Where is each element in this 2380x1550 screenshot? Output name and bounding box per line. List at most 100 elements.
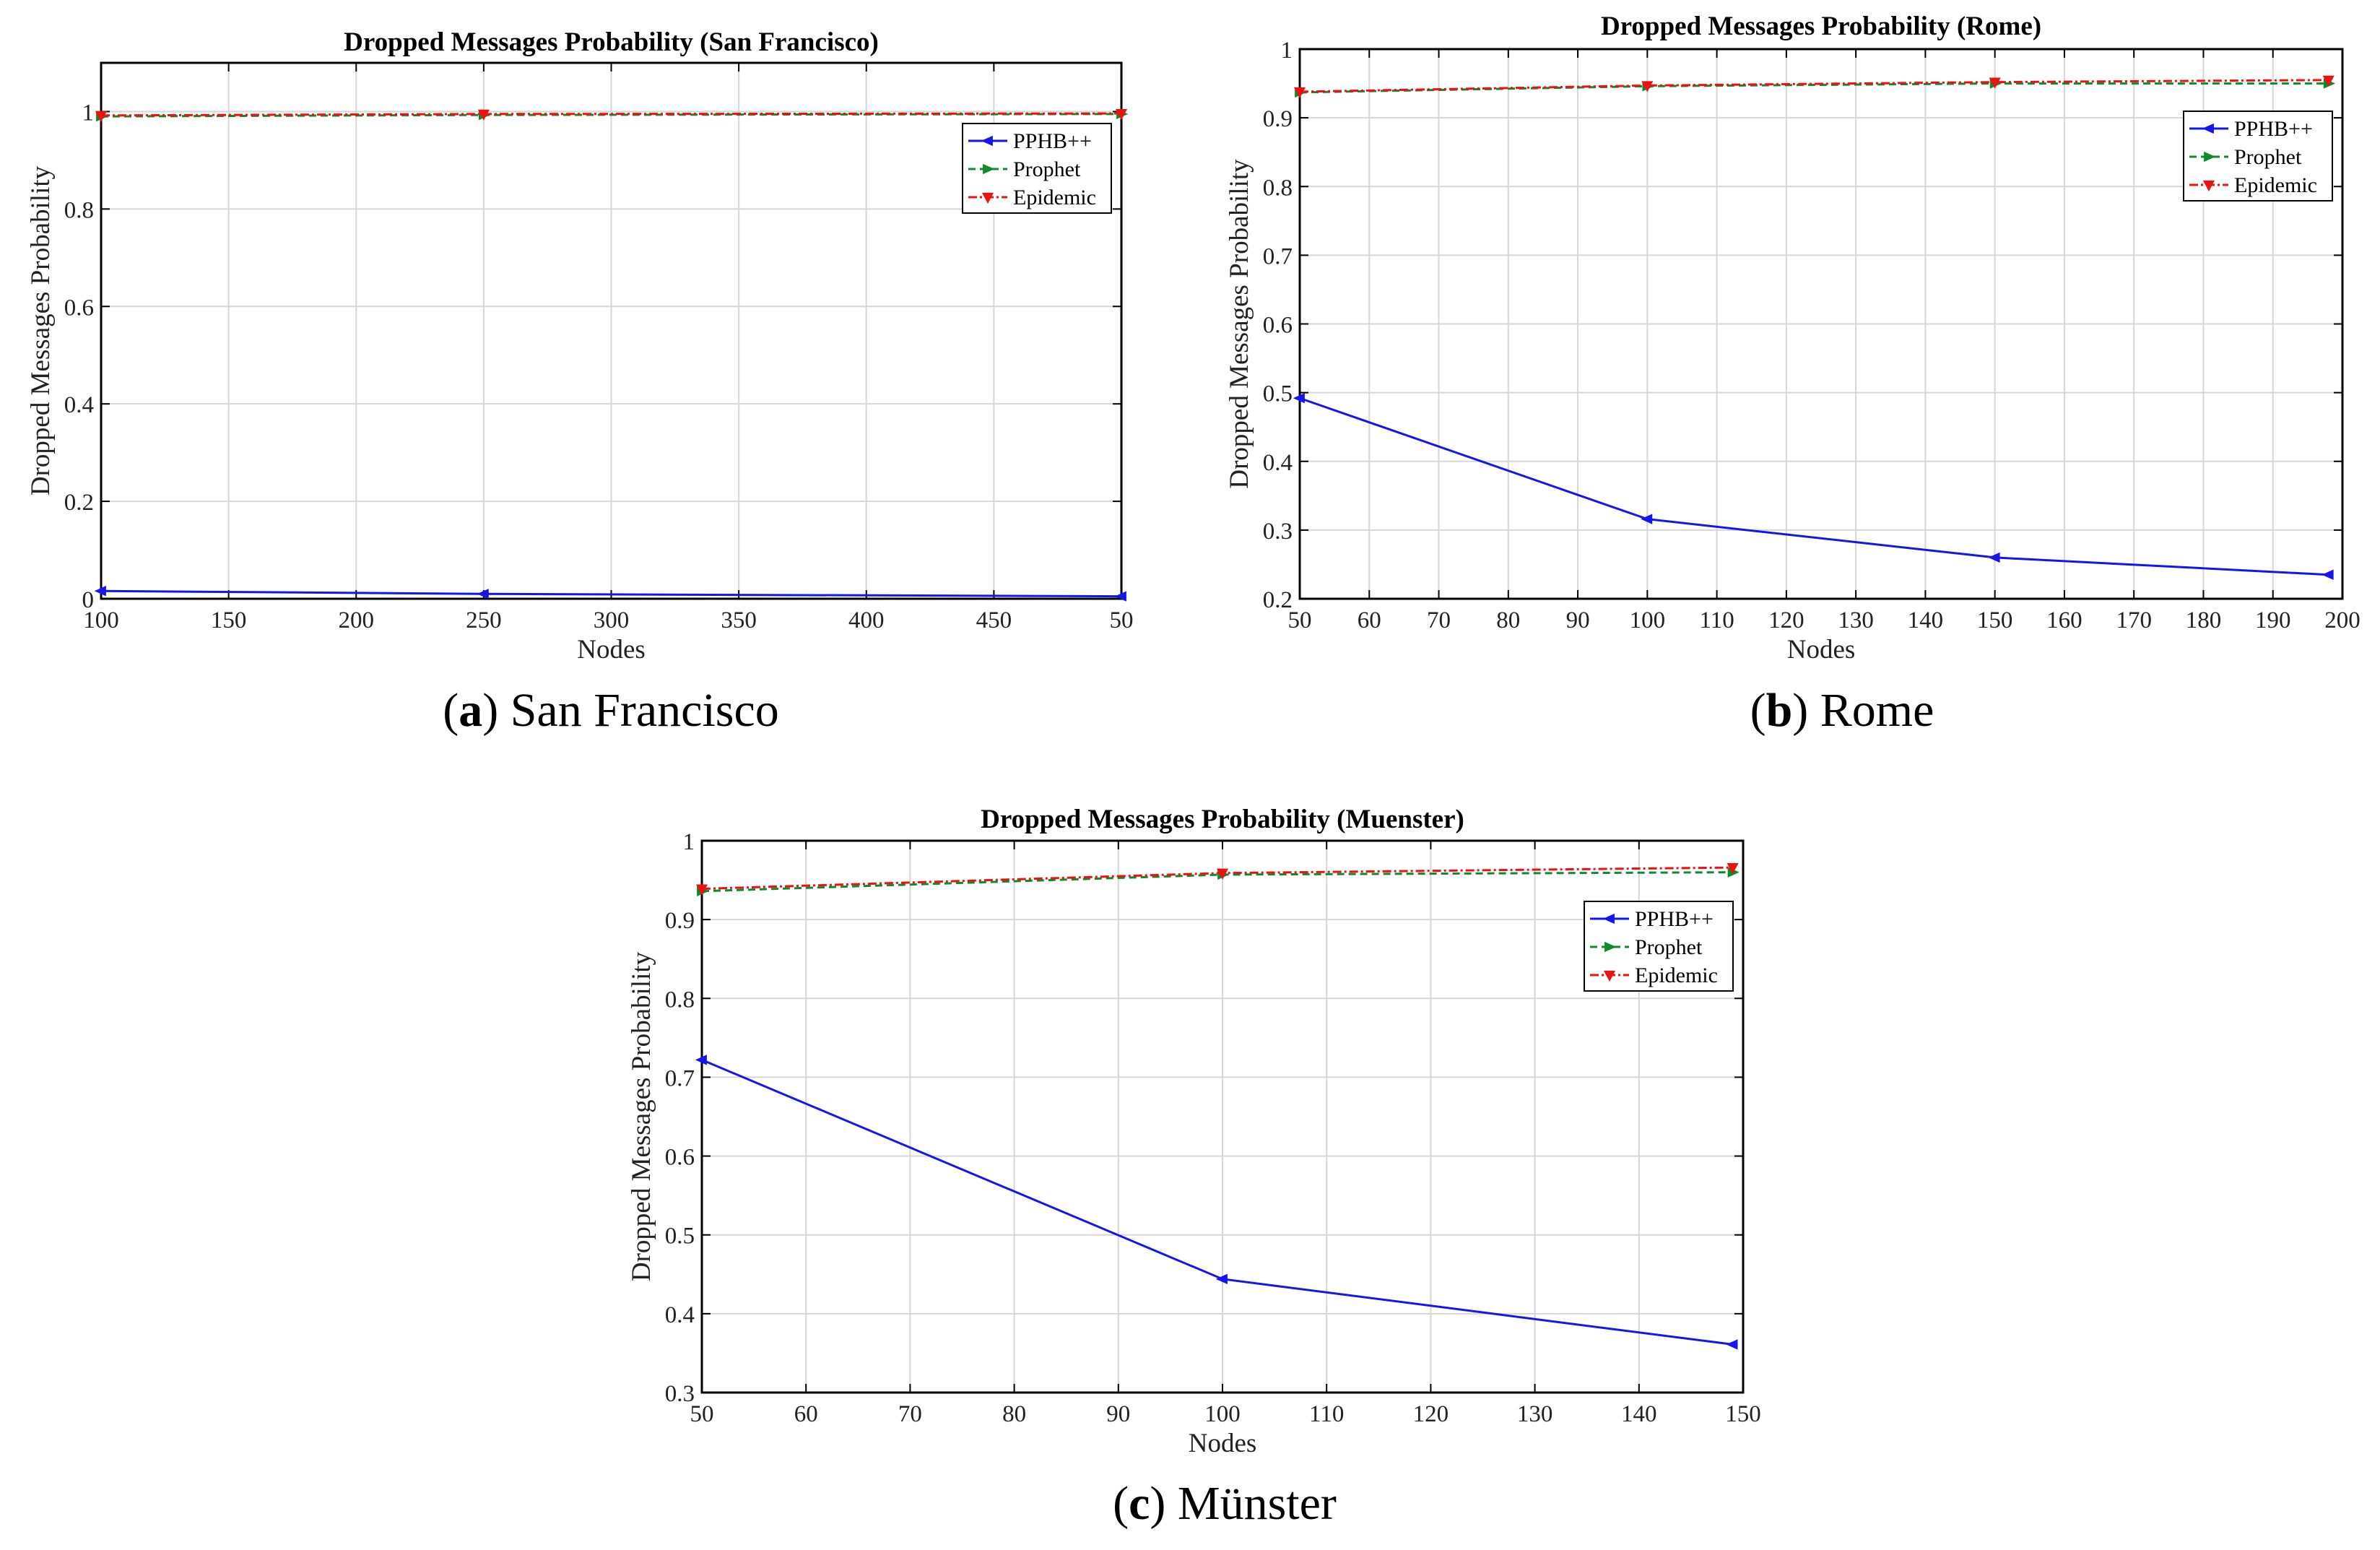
x-tick-label: 50 xyxy=(1110,607,1134,633)
y-tick-label: 0.7 xyxy=(665,1065,695,1091)
data-point xyxy=(1727,863,1739,875)
x-tick-label: 350 xyxy=(721,607,757,633)
data-point xyxy=(94,586,106,597)
y-tick-label: 0.9 xyxy=(665,908,695,934)
x-tick-label: 160 xyxy=(2046,607,2082,633)
y-tick-label: 1 xyxy=(683,829,695,855)
legend-label: PPHB++ xyxy=(1013,129,1092,153)
legend-marker xyxy=(2202,180,2215,192)
x-axis-label: Nodes xyxy=(577,635,646,664)
y-tick-label: 0.4 xyxy=(665,1302,695,1328)
legend-label: Epidemic xyxy=(1013,186,1096,209)
data-point xyxy=(1988,552,2000,563)
y-axis-label: Dropped Messages Probability xyxy=(1225,159,1254,489)
y-tick-label: 0.8 xyxy=(665,987,695,1013)
y-tick-label: 1 xyxy=(1281,38,1293,64)
series-line xyxy=(1299,397,2329,576)
legend-marker xyxy=(1604,941,1617,953)
x-tick-label: 60 xyxy=(1358,607,1381,633)
legend: PPHB++ Prophet Epidemic xyxy=(962,123,1112,214)
x-tick-label: 90 xyxy=(1566,607,1590,633)
x-tick-label: 190 xyxy=(2255,607,2291,633)
y-tick-label: 0.5 xyxy=(1263,381,1293,407)
x-tick-label: 100 xyxy=(83,607,119,633)
legend: PPHB++ Prophet Epidemic xyxy=(1584,901,1734,992)
x-tick-label: 120 xyxy=(1768,607,1804,633)
y-tick-label: 0.4 xyxy=(64,392,94,418)
data-point xyxy=(1293,87,1306,99)
x-tick-label: 150 xyxy=(211,607,247,633)
series-pphbpp xyxy=(94,586,1126,602)
data-point xyxy=(1293,393,1305,404)
series-pphbpp xyxy=(1293,393,2334,580)
chart-title: Dropped Messages Probability (Muenster) xyxy=(981,805,1464,834)
legend: PPHB++ Prophet Epidemic xyxy=(2183,111,2333,202)
chart-1: 50 60 70 80 90 100 110 120 130 140 150 160 170 180 190… xyxy=(1225,12,2361,737)
x-tick-label: 180 xyxy=(2186,607,2222,633)
x-tick-label: 130 xyxy=(1517,1401,1553,1427)
legend-marker xyxy=(981,192,994,204)
caption-text: Rome xyxy=(1820,684,1934,737)
caption-letter: c xyxy=(1129,1477,1150,1530)
x-axis-label: Nodes xyxy=(1787,635,1856,664)
y-axis-label: Dropped Messages Probability xyxy=(26,165,56,495)
data-point xyxy=(1641,514,1653,524)
series-prophet xyxy=(1295,78,2335,98)
x-tick-label: 50 xyxy=(690,1401,714,1427)
series-prophet xyxy=(697,867,1740,897)
data-point xyxy=(2322,75,2335,87)
legend-marker xyxy=(2202,123,2214,134)
y-tick-label: 0.9 xyxy=(1263,106,1293,132)
data-point xyxy=(1216,868,1229,880)
series-line xyxy=(701,1059,1733,1346)
y-axis-label: Dropped Messages Probability xyxy=(627,951,656,1281)
y-tick-label: 0 xyxy=(82,587,95,613)
x-tick-label: 300 xyxy=(594,607,630,633)
x-tick-label: 110 xyxy=(1699,607,1734,633)
data-point xyxy=(477,109,490,121)
data-point xyxy=(1114,591,1126,602)
x-tick-label: 80 xyxy=(1496,607,1520,633)
series-epidemic xyxy=(95,109,1128,122)
y-tick-label: 0.6 xyxy=(64,295,94,321)
caption-letter: a xyxy=(459,684,482,737)
chart-title: Dropped Messages Probability (Rome) xyxy=(1601,12,2041,41)
series-pphbpp xyxy=(695,1055,1738,1350)
data-point xyxy=(695,884,708,896)
data-point xyxy=(95,111,108,122)
chart-title: Dropped Messages Probability (San Franci… xyxy=(344,27,879,57)
chart-2: 50 60 70 80 90 100 110 120 130 140 150 0.3 0.4 0.5 0.6… xyxy=(627,805,1761,1530)
x-tick-label: 90 xyxy=(1106,1401,1130,1427)
legend-label: Epidemic xyxy=(2234,173,2317,197)
legend-label: Prophet xyxy=(1635,935,1703,959)
legend-marker xyxy=(981,135,993,147)
x-tick-label: 140 xyxy=(1621,1401,1657,1427)
y-tick-label: 0.2 xyxy=(1263,587,1293,613)
y-tick-label: 0.8 xyxy=(1263,175,1293,201)
x-tick-label: 170 xyxy=(2116,607,2152,633)
x-tick-label: 120 xyxy=(1413,1401,1449,1427)
chart-0: 100 150 200 250 300 350 400 450 5000.20.40.60.81… xyxy=(26,27,1134,737)
caption-letter: b xyxy=(1766,684,1793,737)
y-tick-label: 0.5 xyxy=(665,1224,695,1250)
x-tick-label: 70 xyxy=(898,1401,922,1427)
data-point xyxy=(1726,1339,1738,1350)
x-tick-label: 450 xyxy=(976,607,1012,633)
x-tick-label: 80 xyxy=(1002,1401,1026,1427)
y-tick-label: 0.8 xyxy=(64,197,94,223)
y-tick-label: 0.2 xyxy=(64,490,94,516)
data-point xyxy=(477,589,489,599)
legend-label: Prophet xyxy=(2234,145,2302,169)
y-tick-label: 0.6 xyxy=(665,1145,695,1171)
data-point xyxy=(695,1055,707,1065)
data-point xyxy=(1641,81,1654,92)
legend-label: PPHB++ xyxy=(2234,117,2313,141)
legend-label: PPHB++ xyxy=(1635,907,1714,931)
x-tick-label: 110 xyxy=(1309,1401,1344,1427)
series-line xyxy=(701,871,1733,893)
x-tick-label: 140 xyxy=(1908,607,1944,633)
x-tick-label: 200 xyxy=(339,607,375,633)
legend-label: Epidemic xyxy=(1635,964,1718,987)
x-tick-label: 100 xyxy=(1204,1401,1241,1427)
x-tick-label: 70 xyxy=(1427,607,1451,633)
